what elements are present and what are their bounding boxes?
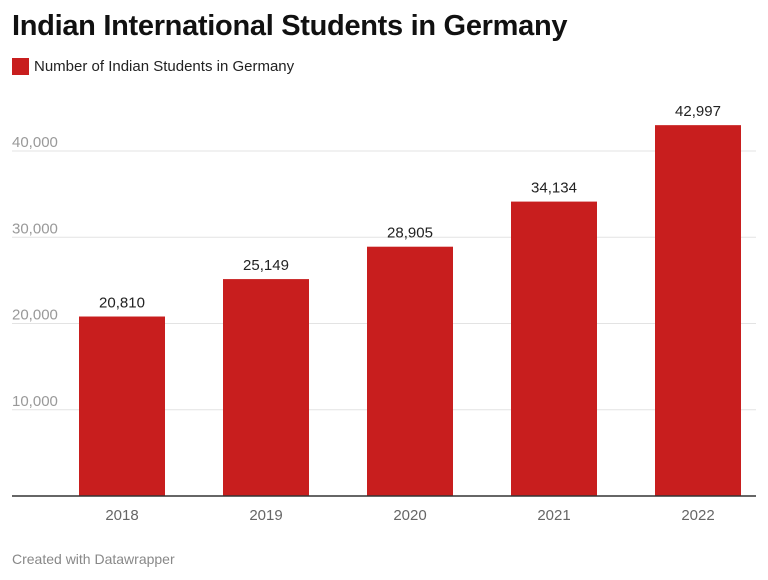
bars <box>79 125 741 497</box>
bar <box>79 316 165 496</box>
chart-title: Indian International Students in Germany <box>12 10 568 42</box>
x-tick-label: 2021 <box>537 507 570 524</box>
bar <box>223 279 309 496</box>
footer-credit: Created with Datawrapper <box>12 551 175 567</box>
x-tick-label: 2018 <box>105 507 138 524</box>
legend-label: Number of Indian Students in Germany <box>34 58 295 75</box>
x-axis-tick-labels: 2018 2019 2020 2021 2022 <box>105 507 714 524</box>
data-label: 25,149 <box>243 257 289 274</box>
y-tick-label: 40,000 <box>12 134 58 151</box>
y-axis-tick-labels: 10,000 20,000 30,000 40,000 <box>12 134 58 410</box>
data-label: 20,810 <box>99 295 145 312</box>
y-tick-label: 30,000 <box>12 220 58 237</box>
x-tick-label: 2022 <box>681 507 714 524</box>
legend: Number of Indian Students in Germany <box>12 58 294 75</box>
x-tick-label: 2020 <box>393 507 426 524</box>
data-label: 42,997 <box>675 103 721 120</box>
bar <box>511 201 597 497</box>
legend-swatch <box>12 58 29 75</box>
data-label: 34,134 <box>531 180 577 197</box>
bar <box>367 246 453 496</box>
data-label: 28,905 <box>387 225 433 242</box>
data-labels: 20,810 25,149 28,905 34,134 42,997 <box>99 103 721 311</box>
y-tick-label: 20,000 <box>12 307 58 324</box>
y-tick-label: 10,000 <box>12 393 58 410</box>
bar <box>655 125 741 496</box>
x-tick-label: 2019 <box>249 507 282 524</box>
